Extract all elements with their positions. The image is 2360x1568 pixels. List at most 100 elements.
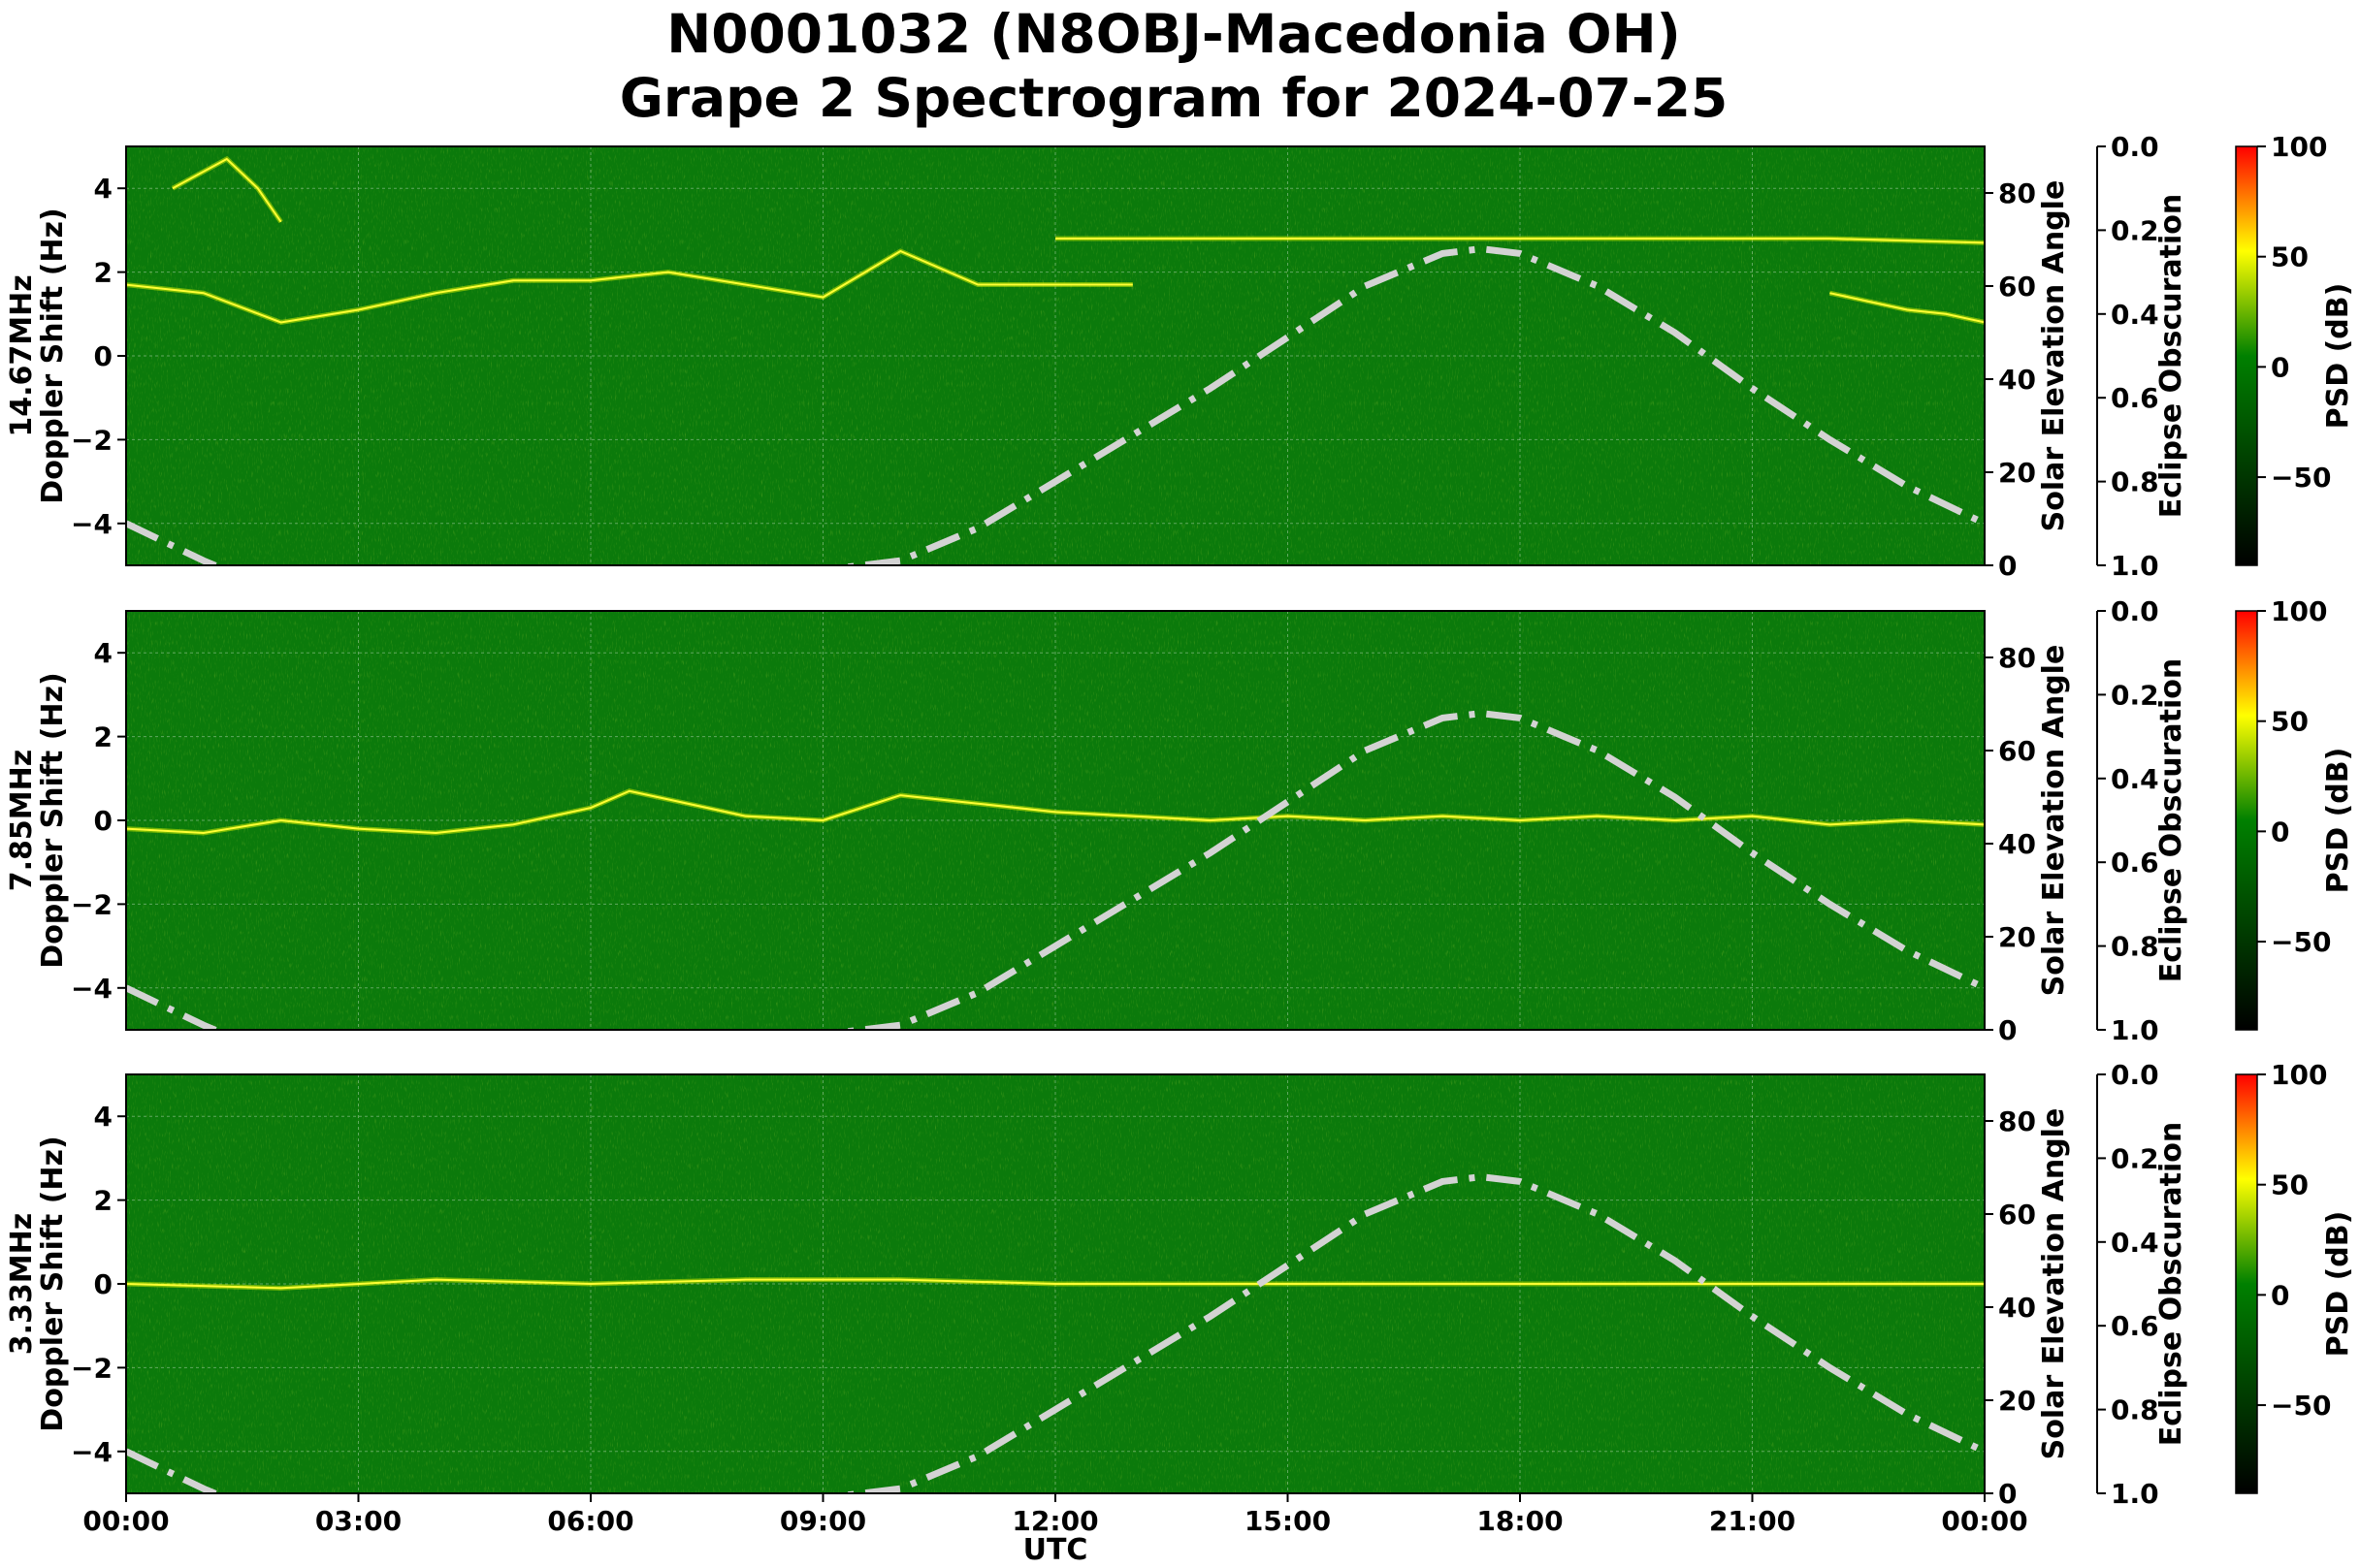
colorbar-tick-label: 100 <box>2271 1059 2327 1091</box>
eclipse-tick-label: 0.4 <box>2111 763 2159 795</box>
y-tick-label: 4 <box>94 637 113 669</box>
doppler-axis-label: Doppler Shift (Hz) <box>36 1136 70 1431</box>
x-tick-label: 18:00 <box>1476 1505 1563 1537</box>
eclipse-tick-label: 0.6 <box>2111 1310 2159 1342</box>
eclipse-tick-label: 0.2 <box>2111 214 2159 246</box>
solar-tick-label: 0 <box>1998 1014 2017 1046</box>
solar-tick-label: 40 <box>1998 828 2036 860</box>
x-tick-label: 00:00 <box>1941 1505 2027 1537</box>
x-tick-label: 03:00 <box>315 1505 402 1537</box>
y-tick-label: 2 <box>94 721 113 753</box>
figure-title-line-2: Grape 2 Spectrogram for 2024-07-25 <box>620 67 1729 129</box>
eclipse-axis-label: Eclipse Obscuration <box>2154 1122 2188 1447</box>
colorbar-tick-label: −50 <box>2271 926 2331 958</box>
eclipse-tick-label: 0.0 <box>2111 595 2159 627</box>
x-tick-label: 12:00 <box>1012 1505 1098 1537</box>
colorbar-label: PSD (dB) <box>2321 283 2355 430</box>
y-tick-label: −2 <box>71 424 113 456</box>
eclipse-tick-label: 0.8 <box>2111 1394 2159 1426</box>
solar-tick-label: 60 <box>1998 735 2036 767</box>
solar-elevation-curve <box>126 710 1985 1030</box>
solar-tick-label: 40 <box>1998 364 2036 396</box>
spectrogram-area <box>126 611 1985 1030</box>
eclipse-tick-label: 0.8 <box>2111 466 2159 498</box>
doppler-axis-label: Doppler Shift (Hz) <box>36 672 70 968</box>
solar-axis-label: Solar Elevation Angle <box>2037 180 2071 532</box>
y-tick-label: −2 <box>71 1352 113 1384</box>
x-tick-label: 09:00 <box>780 1505 866 1537</box>
eclipse-tick-label: 1.0 <box>2111 1478 2159 1510</box>
y-tick-label: −4 <box>71 973 113 1005</box>
eclipse-tick-label: 0.2 <box>2111 679 2159 711</box>
colorbar-tick-label: 0 <box>2271 816 2289 848</box>
solar-axis-label: Solar Elevation Angle <box>2037 1108 2071 1460</box>
colorbar <box>2235 610 2258 1031</box>
eclipse-tick-label: 0.4 <box>2111 299 2159 331</box>
solar-tick-label: 80 <box>1998 177 2036 209</box>
doppler-axis-label: Doppler Shift (Hz) <box>36 208 70 503</box>
signal-trace <box>1055 238 1985 244</box>
time-axis: 00:00 03:00 06:00 09:00 12:00 15:00 18:00 21:00… <box>82 1493 2028 1567</box>
solar-tick-label: 20 <box>1998 457 2036 489</box>
frequency-label: 14.67MHz <box>5 274 39 436</box>
eclipse-tick-label: 1.0 <box>2111 1014 2159 1046</box>
x-tick-label: 06:00 <box>547 1505 633 1537</box>
spectrogram-area <box>126 1074 1985 1493</box>
y-tick-label: 2 <box>94 1185 113 1217</box>
colorbar-tick-label: 0 <box>2271 351 2289 383</box>
solar-tick-label: 80 <box>1998 642 2036 674</box>
signal-trace <box>126 1278 1985 1290</box>
y-tick-label: 2 <box>94 257 113 289</box>
colorbar <box>2235 145 2258 566</box>
solar-tick-label: 0 <box>1998 550 2017 582</box>
eclipse-axis-label: Eclipse Obscuration <box>2154 194 2188 519</box>
colorbar-tick-label: 0 <box>2271 1279 2289 1311</box>
colorbar-tick-label: −50 <box>2271 1390 2331 1422</box>
frequency-label: 7.85MHz <box>5 750 39 891</box>
y-tick-label: 0 <box>94 805 113 837</box>
colorbar-tick-label: 100 <box>2271 595 2327 627</box>
colorbar-tick-label: −50 <box>2271 462 2331 494</box>
spectrogram-area <box>126 146 1985 565</box>
eclipse-tick-label: 0.0 <box>2111 1059 2159 1091</box>
solar-axis-label: Solar Elevation Angle <box>2037 645 2071 997</box>
colorbar-tick-label: 50 <box>2271 1169 2309 1201</box>
signal-trace <box>126 249 1133 324</box>
solar-tick-label: 40 <box>1998 1292 2036 1324</box>
y-tick-label: −4 <box>71 508 113 540</box>
y-tick-label: 0 <box>94 1268 113 1300</box>
y-tick-label: −2 <box>71 888 113 920</box>
eclipse-tick-label: 0.2 <box>2111 1142 2159 1174</box>
eclipse-tick-label: 0.4 <box>2111 1227 2159 1259</box>
y-tick-label: −4 <box>71 1436 113 1468</box>
x-tick-label: 21:00 <box>1709 1505 1795 1537</box>
eclipse-axis-label: Eclipse Obscuration <box>2154 658 2188 983</box>
y-tick-label: 4 <box>94 173 113 205</box>
solar-tick-label: 20 <box>1998 921 2036 953</box>
x-tick-label: 15:00 <box>1245 1505 1331 1537</box>
colorbar-tick-label: 100 <box>2271 131 2327 163</box>
signal-trace <box>1829 292 1985 324</box>
signal-trace <box>172 157 282 223</box>
colorbar <box>2235 1073 2258 1494</box>
solar-tick-label: 20 <box>1998 1385 2036 1417</box>
y-tick-label: 4 <box>94 1101 113 1133</box>
colorbar-tick-label: 50 <box>2271 706 2309 738</box>
solar-tick-label: 60 <box>1998 1199 2036 1231</box>
figure-title-line-1: N0001032 (N8OBJ-Macedonia OH) <box>666 3 1681 65</box>
eclipse-tick-label: 0.0 <box>2111 131 2159 163</box>
solar-tick-label: 80 <box>1998 1105 2036 1137</box>
colorbar-label: PSD (dB) <box>2321 748 2355 894</box>
spectrogram-noise <box>126 146 1985 565</box>
solar-elevation-curve <box>126 1173 1985 1493</box>
x-axis-label: UTC <box>1023 1533 1088 1564</box>
eclipse-tick-label: 0.8 <box>2111 931 2159 963</box>
colorbar-label: PSD (dB) <box>2321 1211 2355 1358</box>
eclipse-tick-label: 0.6 <box>2111 847 2159 879</box>
frequency-label: 3.33MHz <box>5 1213 39 1355</box>
